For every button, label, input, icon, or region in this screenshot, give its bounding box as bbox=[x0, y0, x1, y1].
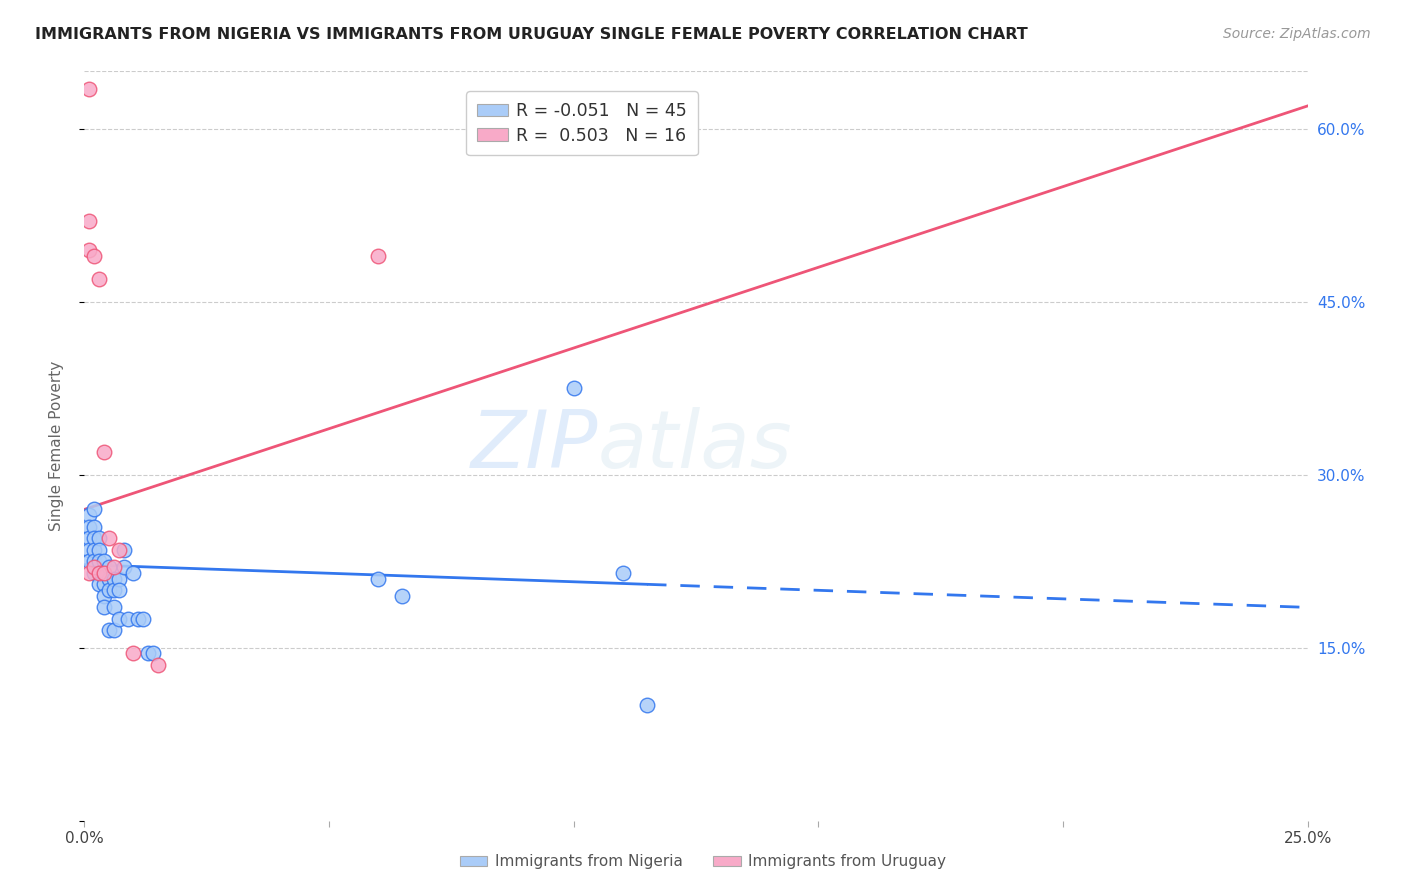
Point bbox=[97, 583, 120, 598]
Point bbox=[103, 572, 125, 586]
Point bbox=[77, 81, 100, 95]
Point bbox=[77, 542, 100, 557]
Point bbox=[103, 600, 125, 615]
Point bbox=[367, 249, 389, 263]
Point bbox=[97, 531, 120, 545]
Point bbox=[391, 589, 413, 603]
Point bbox=[93, 566, 115, 580]
Point bbox=[87, 577, 110, 591]
Point bbox=[87, 566, 110, 580]
Point bbox=[636, 698, 658, 713]
Point bbox=[77, 243, 100, 257]
Point bbox=[87, 531, 110, 545]
Text: IMMIGRANTS FROM NIGERIA VS IMMIGRANTS FROM URUGUAY SINGLE FEMALE POVERTY CORRELA: IMMIGRANTS FROM NIGERIA VS IMMIGRANTS FR… bbox=[35, 27, 1028, 42]
Point bbox=[127, 612, 149, 626]
Point bbox=[93, 600, 115, 615]
Point bbox=[93, 566, 115, 580]
Point bbox=[87, 542, 110, 557]
Point bbox=[97, 624, 120, 638]
Point bbox=[83, 249, 105, 263]
Point bbox=[142, 647, 165, 661]
Point bbox=[107, 612, 129, 626]
Point bbox=[93, 589, 115, 603]
Point bbox=[93, 577, 115, 591]
Point bbox=[77, 508, 100, 523]
Point bbox=[83, 560, 105, 574]
Point bbox=[87, 272, 110, 286]
Point bbox=[77, 531, 100, 545]
Point bbox=[107, 542, 129, 557]
Point bbox=[83, 502, 105, 516]
Point bbox=[103, 560, 125, 574]
Point bbox=[562, 381, 585, 395]
Legend: R = -0.051   N = 45, R =  0.503   N = 16: R = -0.051 N = 45, R = 0.503 N = 16 bbox=[467, 91, 697, 155]
Point bbox=[83, 519, 105, 533]
Point bbox=[93, 554, 115, 568]
Point bbox=[132, 612, 155, 626]
Point bbox=[87, 566, 110, 580]
Point bbox=[107, 583, 129, 598]
Point bbox=[77, 519, 100, 533]
Point bbox=[103, 624, 125, 638]
Point bbox=[112, 542, 135, 557]
Point bbox=[117, 612, 139, 626]
Y-axis label: Single Female Poverty: Single Female Poverty bbox=[49, 361, 63, 531]
Point bbox=[83, 531, 105, 545]
Point bbox=[146, 658, 169, 673]
Point bbox=[112, 560, 135, 574]
Text: ZIP: ZIP bbox=[471, 407, 598, 485]
Point bbox=[93, 444, 115, 458]
Text: Source: ZipAtlas.com: Source: ZipAtlas.com bbox=[1223, 27, 1371, 41]
Point bbox=[136, 647, 159, 661]
Point bbox=[83, 566, 105, 580]
Point bbox=[367, 572, 389, 586]
Point bbox=[97, 560, 120, 574]
Point bbox=[612, 566, 634, 580]
Point bbox=[122, 566, 145, 580]
Point bbox=[77, 566, 100, 580]
Point bbox=[103, 583, 125, 598]
Point bbox=[77, 554, 100, 568]
Point bbox=[83, 542, 105, 557]
Point bbox=[83, 554, 105, 568]
Point bbox=[107, 572, 129, 586]
Point bbox=[77, 214, 100, 228]
Point bbox=[87, 554, 110, 568]
Text: atlas: atlas bbox=[598, 407, 793, 485]
Legend: Immigrants from Nigeria, Immigrants from Uruguay: Immigrants from Nigeria, Immigrants from… bbox=[454, 848, 952, 875]
Point bbox=[122, 647, 145, 661]
Point bbox=[97, 572, 120, 586]
